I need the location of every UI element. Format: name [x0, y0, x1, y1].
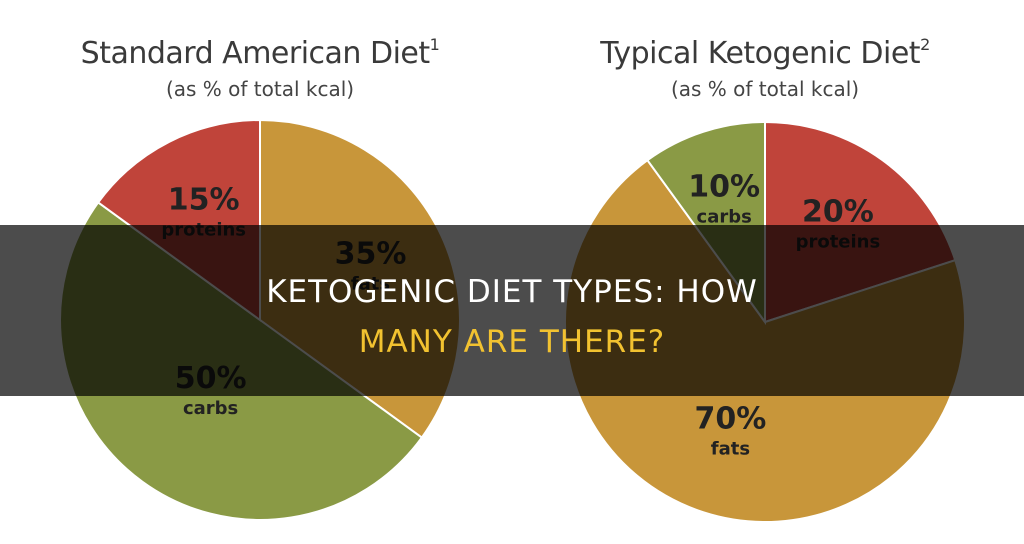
left-pie-category-label-carbs: carbs — [183, 398, 238, 419]
right-chart-subtitle: (as % of total kcal) — [670, 77, 860, 101]
right-pie-value-label-fats: 70% — [694, 402, 766, 437]
right-chart-title: Typical Ketogenic Diet2 — [555, 35, 975, 71]
right-chart-title-text: Typical Ketogenic Diet — [600, 36, 921, 71]
left-chart-subtitle: (as % of total kcal) — [165, 77, 355, 101]
banner-title-line-2: MANY ARE THERE? — [358, 324, 666, 360]
banner-title-line-1: KETOGENIC DIET TYPES: HOW — [266, 274, 758, 310]
right-pie-value-label-proteins: 20% — [802, 195, 874, 230]
right-pie-value-label-carbs: 10% — [688, 169, 760, 204]
banner-title: KETOGENIC DIET TYPES: HOW MANY ARE THERE… — [0, 267, 1024, 367]
right-chart-title-footnote: 2 — [920, 35, 930, 54]
left-chart-title-footnote: 1 — [429, 35, 440, 54]
left-pie-value-label-proteins: 15% — [168, 183, 240, 218]
left-chart-title-text: Standard American Diet — [80, 36, 430, 71]
left-chart-title: Standard American Diet1 — [50, 35, 470, 71]
right-pie-category-label-carbs: carbs — [697, 206, 752, 227]
right-pie-category-label-fats: fats — [711, 439, 750, 460]
title-banner — [0, 225, 1024, 396]
